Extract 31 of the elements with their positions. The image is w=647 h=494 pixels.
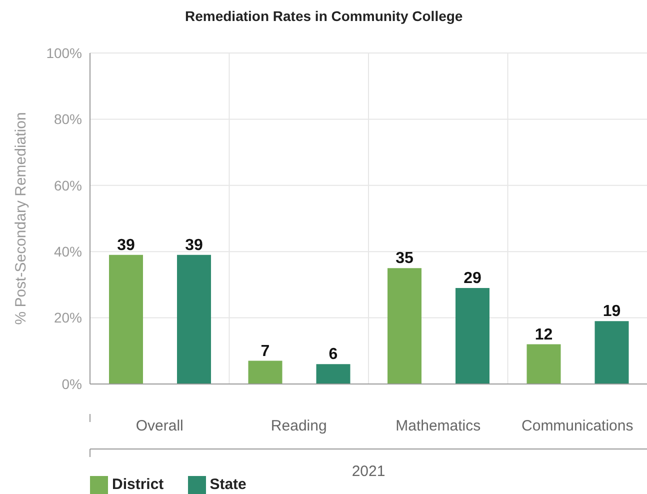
bar: [526, 344, 561, 384]
y-axis-title: % Post-Secondary Remediation: [12, 112, 30, 325]
bar: [316, 364, 350, 384]
y-tick-label: 80%: [54, 111, 82, 128]
y-tick-label: 0%: [62, 376, 82, 392]
data-label: 7: [260, 342, 270, 360]
data-label: 39: [117, 236, 135, 254]
data-label: 39: [185, 236, 203, 254]
y-tick-label: 60%: [54, 177, 82, 194]
bar: [594, 321, 629, 384]
legend-label: State: [210, 476, 246, 493]
chart-title: Remediation Rates in Community College: [184, 8, 464, 24]
y-tick-label: 20%: [54, 310, 82, 326]
bar: [177, 254, 211, 384]
y-tick-label: 100%: [46, 44, 82, 61]
y-tick-label: 40%: [54, 244, 82, 260]
data-label: 12: [534, 326, 553, 344]
bar: [248, 360, 282, 384]
bar: [388, 268, 422, 384]
x-tick-label: Overall: [136, 418, 184, 435]
bar: [109, 254, 143, 384]
x-axis-title: 2021: [352, 462, 386, 480]
data-label: 29: [464, 270, 482, 287]
data-label: 6: [328, 346, 338, 364]
data-label: 19: [602, 303, 621, 320]
x-tick-label: Communications: [522, 418, 634, 435]
bar: [456, 288, 490, 384]
legend-label: District: [112, 476, 164, 493]
data-label: 35: [396, 250, 414, 268]
x-tick-label: Mathematics: [396, 418, 481, 435]
x-tick-label: Reading: [270, 418, 327, 435]
